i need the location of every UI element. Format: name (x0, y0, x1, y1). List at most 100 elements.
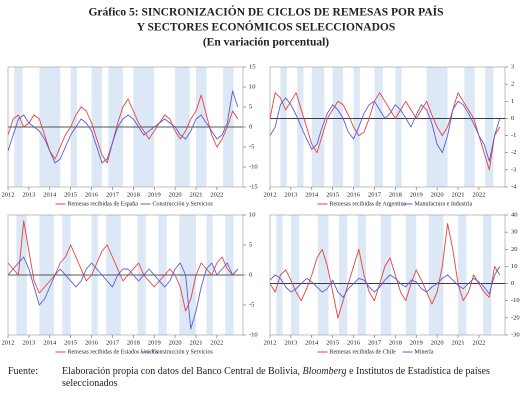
legend-label: Remesas recibidas de Argentina (330, 201, 407, 207)
y-tick-label: -5 (249, 301, 254, 308)
y-tick-label: 10 (249, 211, 256, 218)
series-line (7, 256, 239, 330)
x-tick-label: 2020 (431, 191, 444, 198)
shaded-period (276, 215, 283, 335)
shaded-period (483, 215, 492, 335)
y-tick-label: 15 (249, 63, 256, 70)
y-tick-label: 1 (511, 98, 514, 105)
series-line (269, 97, 501, 162)
y-tick-label: 0 (249, 123, 252, 130)
y-tick-label: 5 (249, 241, 252, 248)
legend-label: Remesas recibidas de Chile (330, 349, 396, 355)
x-tick-label: 2018 (127, 191, 140, 198)
x-tick-label: 2014 (43, 191, 57, 198)
x-tick-label: 2014 (305, 191, 319, 198)
y-tick-label: 40 (511, 211, 518, 218)
x-tick-label: 2017 (368, 191, 382, 198)
x-tick-label: 2019 (410, 339, 423, 346)
shaded-period (380, 215, 392, 335)
shaded-period (290, 215, 300, 335)
x-tick-label: 2018 (389, 191, 402, 198)
y-tick-label: 20 (511, 246, 518, 253)
series-line (7, 94, 239, 164)
shaded-period (353, 67, 360, 187)
x-tick-label: 2017 (106, 191, 120, 198)
legend-label: Manufactura e Industria (415, 200, 473, 207)
x-tick-label: 2015 (326, 191, 339, 198)
y-tick-label: 5 (249, 103, 252, 110)
y-tick-label: -30 (511, 331, 520, 338)
shaded-period (332, 67, 344, 187)
legend-label: Minería (415, 349, 434, 355)
x-tick-label: 2020 (169, 339, 182, 346)
y-tick-label: 2 (511, 81, 514, 88)
y-tick-label: -10 (249, 331, 258, 338)
x-tick-label: 2019 (148, 339, 161, 346)
title-line: Gráfico 5: SINCRONIZACIÓN DE CICLOS DE R… (88, 5, 443, 19)
source-part: e Institutos de Estadística de países se… (62, 366, 490, 389)
shaded-period (405, 215, 417, 335)
title-line: Y SECTORES ECONÓMICOS SELECCIONADOS (137, 20, 396, 34)
legend-label: Remesas recibidas de España (68, 201, 139, 207)
series-line (269, 92, 501, 171)
shaded-period (458, 215, 467, 335)
x-tick-label: 2012 (2, 339, 15, 346)
y-tick-label: 0 (511, 280, 514, 287)
y-tick-label: -2 (511, 149, 516, 156)
source-label: Fuente: (8, 366, 38, 377)
x-tick-label: 2016 (85, 339, 99, 346)
series-line (269, 223, 501, 319)
shaded-period (464, 67, 475, 187)
x-tick-label: 2012 (264, 191, 277, 198)
legend-label: Remesas recibidas de Estados Unidos (68, 349, 159, 355)
y-tick-label: -5 (249, 143, 254, 150)
plot-frame (269, 214, 506, 336)
figure: Gráfico 5: SINCRONIZACIÓN DE CICLOS DE R… (2, 5, 520, 356)
title-line: (En variación porcentual) (203, 37, 329, 49)
y-tick-label: 30 (511, 229, 518, 236)
x-tick-label: 2013 (22, 339, 35, 346)
shaded-period (297, 67, 304, 187)
x-tick-label: 2012 (2, 191, 15, 198)
source-part: Bloomberg (302, 366, 347, 377)
x-tick-label: 2020 (431, 339, 444, 346)
x-tick-label: 2015 (64, 191, 77, 198)
y-tick-label: -3 (511, 166, 516, 173)
x-tick-label: 2022 (210, 339, 223, 346)
x-tick-label: 2012 (264, 339, 277, 346)
x-tick-label: 2019 (148, 191, 161, 198)
shaded-period (374, 67, 383, 187)
x-tick-label: 2017 (106, 339, 120, 346)
y-tick-label: -15 (249, 183, 258, 190)
x-tick-label: 2017 (368, 339, 382, 346)
shaded-period (357, 215, 367, 335)
y-tick-label: -20 (511, 314, 520, 321)
y-tick-label: -1 (511, 132, 516, 139)
series-line (7, 90, 239, 164)
shaded-period (318, 215, 329, 335)
legend-label: Construcción y Servicios (153, 349, 214, 355)
series-line (7, 220, 239, 312)
x-tick-label: 2021 (190, 191, 203, 198)
x-tick-label: 2015 (326, 339, 339, 346)
y-tick-label: 3 (511, 63, 514, 70)
x-tick-label: 2021 (190, 339, 203, 346)
y-tick-label: 10 (249, 83, 256, 90)
shaded-period (485, 67, 494, 187)
shaded-period (395, 67, 402, 187)
x-tick-label: 2014 (43, 339, 57, 346)
y-tick-label: -10 (511, 297, 520, 304)
y-tick-label: -4 (511, 183, 517, 190)
x-tick-label: 2016 (347, 339, 361, 346)
x-tick-label: 2021 (452, 339, 465, 346)
x-tick-label: 2018 (127, 339, 140, 346)
shaded-period (338, 215, 348, 335)
x-tick-label: 2022 (472, 339, 485, 346)
x-tick-label: 2022 (210, 191, 223, 198)
x-tick-label: 2013 (284, 191, 297, 198)
x-tick-label: 2021 (452, 191, 465, 198)
shaded-period (311, 67, 325, 187)
y-tick-label: -10 (249, 163, 258, 170)
x-tick-label: 2016 (85, 191, 99, 198)
